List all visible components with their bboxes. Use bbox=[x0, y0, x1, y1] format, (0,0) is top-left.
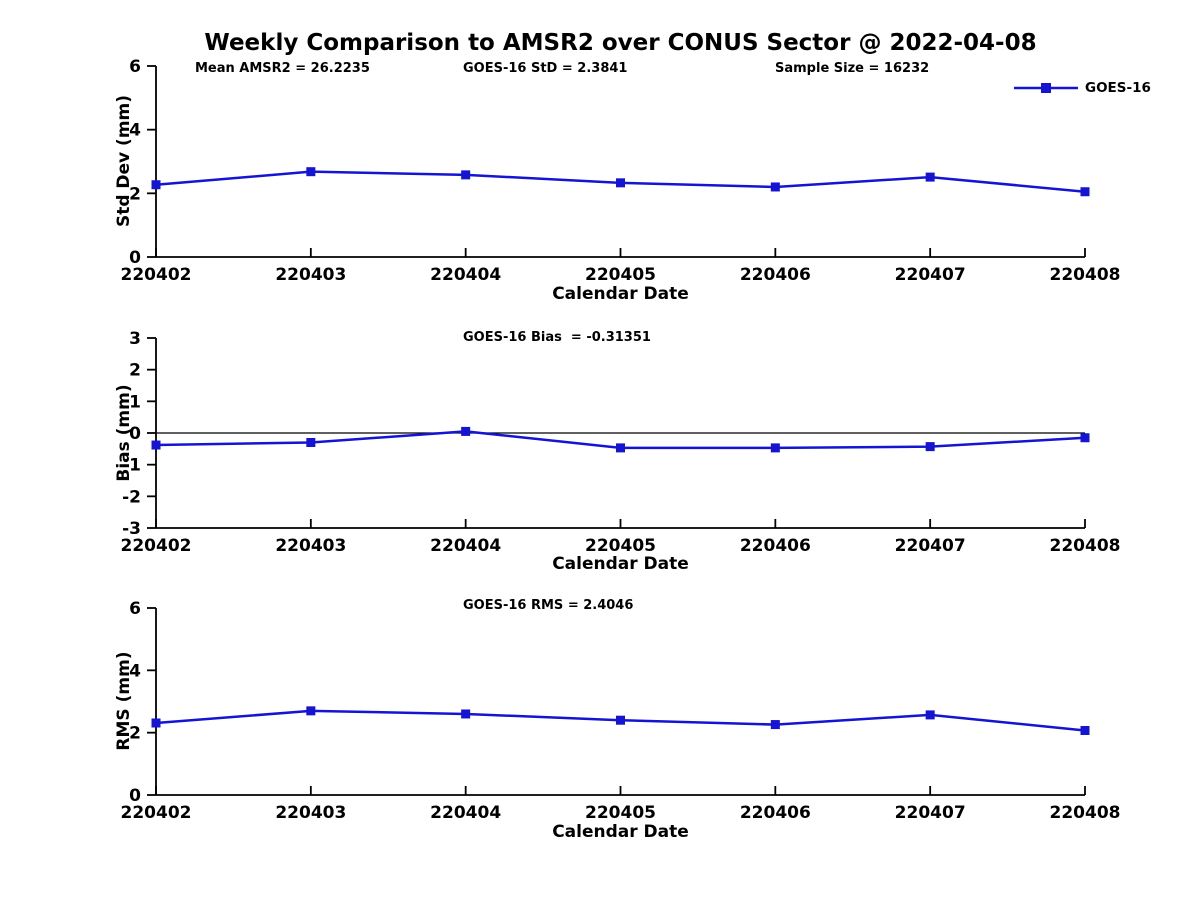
svg-text:220405: 220405 bbox=[585, 803, 656, 823]
bias-y-axis-label: Bias (mm) bbox=[114, 384, 134, 482]
svg-text:220406: 220406 bbox=[740, 265, 811, 285]
legend-label: GOES-16 bbox=[1085, 80, 1151, 96]
svg-text:220405: 220405 bbox=[585, 265, 656, 285]
svg-text:220408: 220408 bbox=[1050, 265, 1121, 285]
svg-text:220407: 220407 bbox=[895, 803, 966, 823]
subplot-rms-title: GOES-16 RMS = 2.4046 bbox=[463, 598, 634, 613]
stddev-x-axis-label: Calendar Date bbox=[552, 284, 689, 304]
svg-text:220405: 220405 bbox=[585, 536, 656, 556]
stat-goes16-std: GOES-16 StD = 2.3841 bbox=[463, 61, 628, 76]
rms-x-axis-label: Calendar Date bbox=[552, 822, 689, 842]
legend-line-marker-icon bbox=[1014, 83, 1078, 93]
svg-text:220403: 220403 bbox=[275, 265, 346, 285]
stat-mean-amsr2: Mean AMSR2 = 26.2235 bbox=[195, 61, 370, 76]
svg-text:220404: 220404 bbox=[430, 803, 501, 823]
svg-text:220407: 220407 bbox=[895, 536, 966, 556]
bias-x-axis-label: Calendar Date bbox=[552, 554, 689, 574]
svg-text:220404: 220404 bbox=[430, 265, 501, 285]
svg-text:220407: 220407 bbox=[895, 265, 966, 285]
figure-title: Weekly Comparison to AMSR2 over CONUS Se… bbox=[204, 30, 1037, 56]
svg-text:220403: 220403 bbox=[275, 803, 346, 823]
legend: GOES-16 bbox=[1014, 80, 1151, 96]
svg-text:220408: 220408 bbox=[1050, 803, 1121, 823]
svg-text:220404: 220404 bbox=[430, 536, 501, 556]
svg-text:220406: 220406 bbox=[740, 536, 811, 556]
svg-text:220406: 220406 bbox=[740, 803, 811, 823]
stat-sample-size: Sample Size = 16232 bbox=[775, 61, 930, 76]
svg-text:220403: 220403 bbox=[275, 536, 346, 556]
rms-y-axis-label: RMS (mm) bbox=[114, 651, 134, 751]
stddev-y-axis-label: Std Dev (mm) bbox=[114, 94, 134, 228]
svg-text:220408: 220408 bbox=[1050, 536, 1121, 556]
subplot-bias-title: GOES-16 Bias = -0.31351 bbox=[463, 330, 651, 345]
